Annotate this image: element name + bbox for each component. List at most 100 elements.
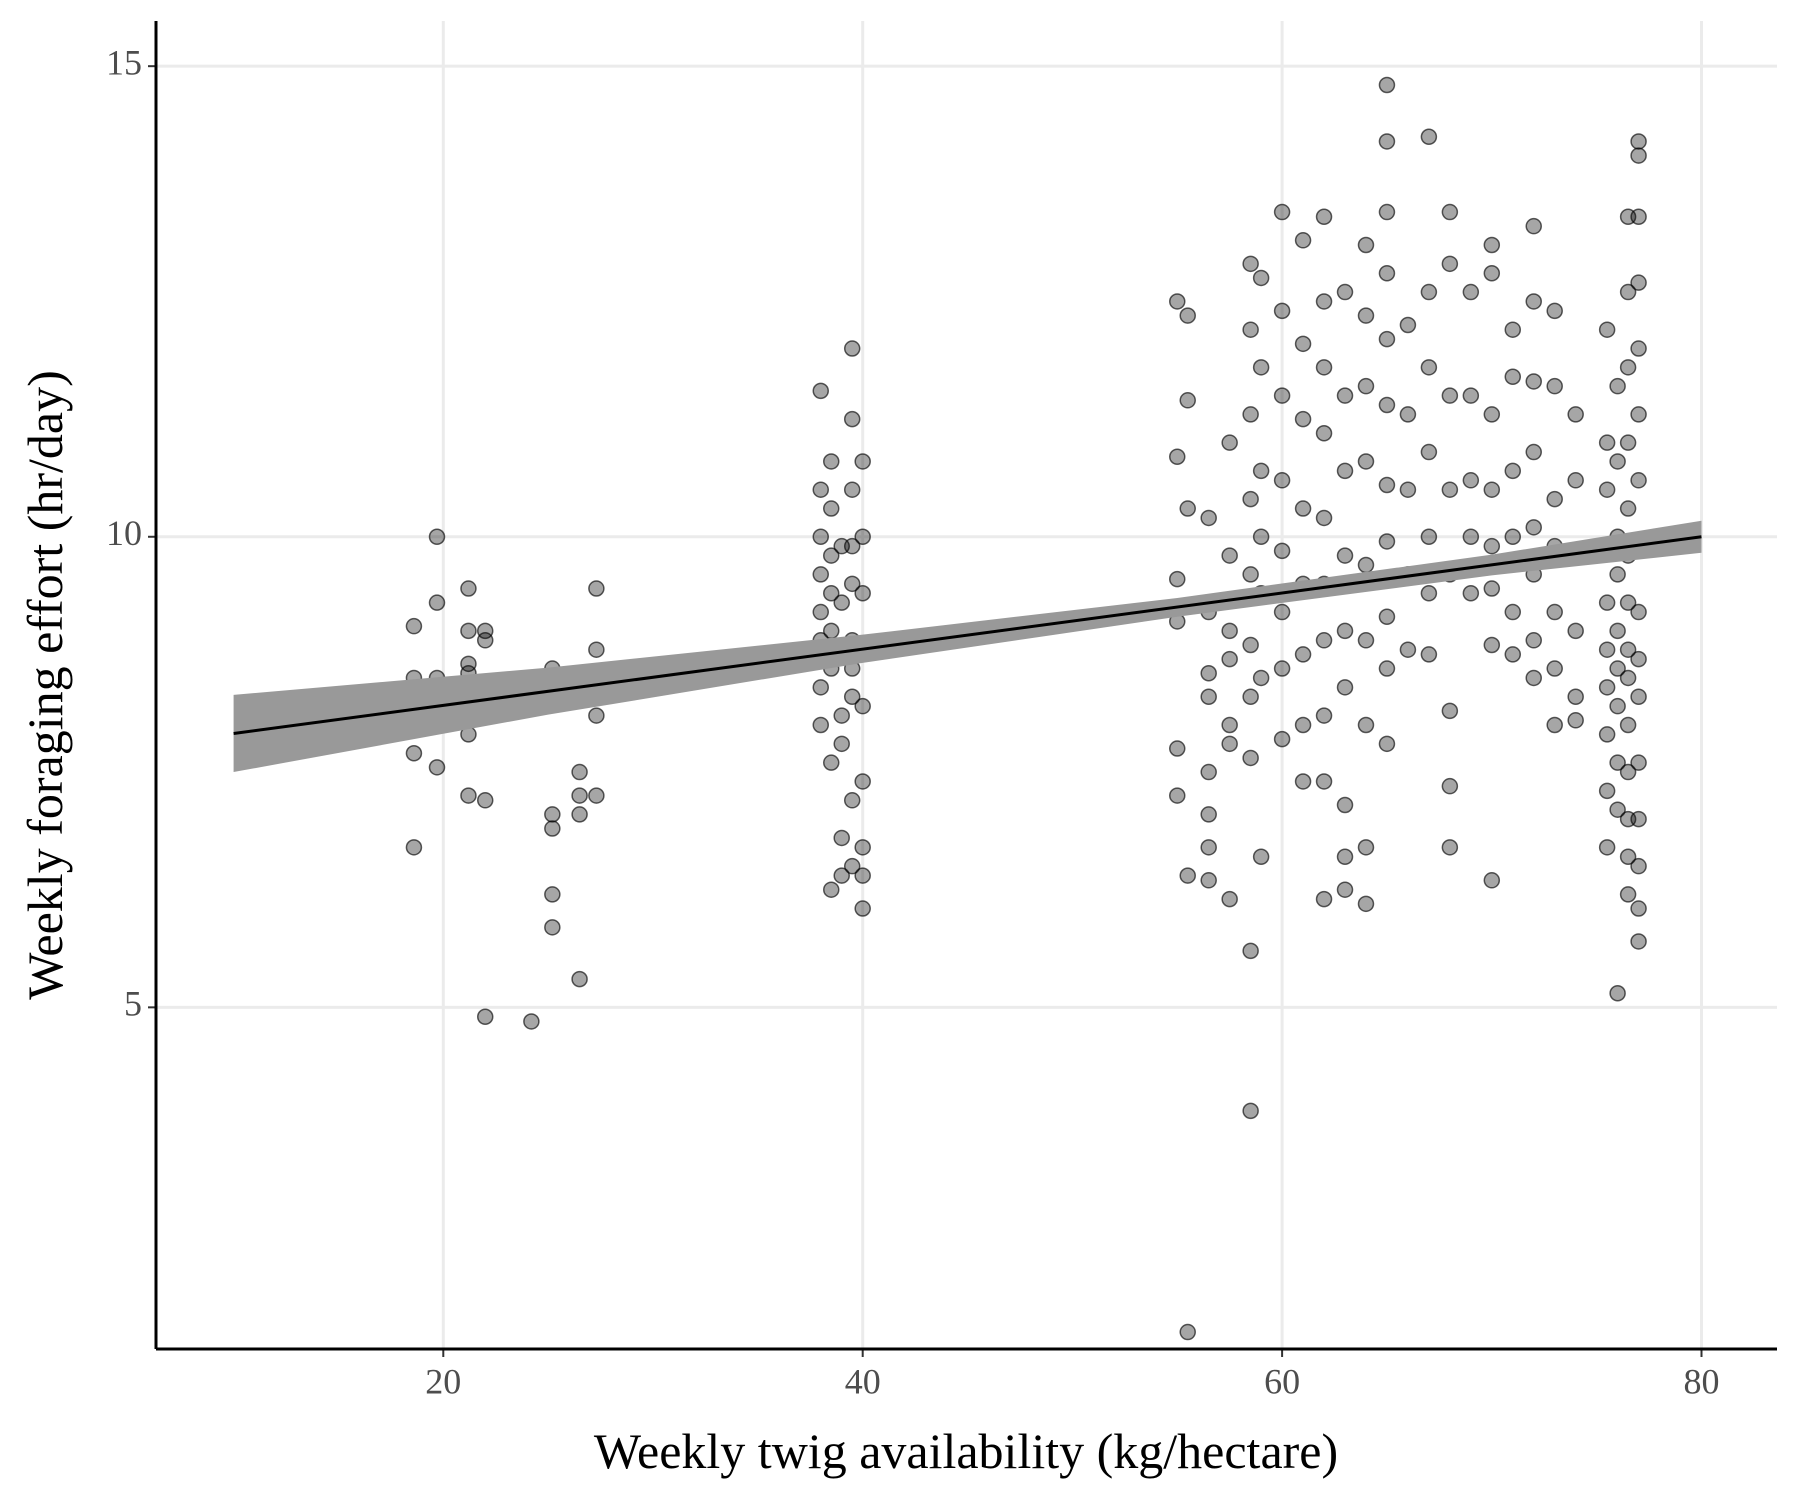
point [843, 792, 861, 809]
point [1378, 660, 1396, 677]
point [1357, 839, 1375, 856]
point [1357, 556, 1375, 574]
point [1525, 217, 1542, 235]
point [1221, 434, 1238, 451]
point [843, 481, 861, 498]
point [1630, 208, 1647, 226]
point [1200, 509, 1217, 527]
point [1609, 697, 1626, 715]
point [1546, 377, 1563, 395]
point [854, 839, 871, 856]
point [1609, 453, 1626, 470]
point [1441, 387, 1459, 404]
point [1273, 542, 1291, 560]
point [476, 1008, 494, 1026]
point [1483, 481, 1501, 498]
point [1525, 443, 1542, 461]
point [1336, 679, 1354, 696]
point [1619, 716, 1637, 734]
point [1242, 406, 1259, 423]
point [1441, 777, 1459, 795]
point [1378, 396, 1396, 414]
point [843, 340, 861, 357]
point [1242, 1102, 1259, 1120]
point [1336, 848, 1354, 866]
point [1525, 632, 1542, 649]
point [843, 857, 861, 875]
point [1619, 359, 1637, 376]
point [1242, 688, 1259, 706]
point [822, 500, 840, 517]
point [1609, 660, 1626, 677]
point [854, 867, 871, 884]
point [1221, 716, 1238, 734]
point [1619, 886, 1637, 903]
point [1179, 307, 1196, 324]
point [854, 773, 871, 790]
point [1294, 646, 1312, 663]
point [1169, 740, 1186, 757]
point [1315, 424, 1333, 442]
point [812, 716, 830, 734]
point [405, 744, 423, 762]
point [1483, 264, 1501, 282]
point [1619, 848, 1637, 866]
point [1294, 410, 1312, 428]
point [544, 886, 561, 903]
y-tick-label: 10 [106, 513, 142, 553]
point [1598, 321, 1616, 338]
point [1200, 872, 1217, 889]
point [1315, 707, 1333, 724]
point [428, 594, 446, 611]
point [1525, 373, 1542, 390]
point [1504, 646, 1522, 663]
point [1546, 603, 1563, 621]
point [1315, 208, 1333, 226]
point [1336, 547, 1354, 564]
point [854, 584, 871, 602]
point [1294, 773, 1312, 790]
point [812, 382, 830, 400]
point [1200, 839, 1217, 856]
point [1242, 490, 1259, 508]
point [843, 410, 861, 428]
point [1462, 584, 1480, 602]
point [1273, 730, 1291, 748]
point [1483, 636, 1501, 654]
point [822, 453, 840, 470]
point [544, 820, 561, 837]
point [1483, 236, 1501, 254]
point [1462, 472, 1480, 489]
point [1619, 283, 1637, 301]
point [1420, 283, 1438, 301]
point [1242, 942, 1259, 960]
point [1546, 716, 1563, 734]
point [1619, 594, 1637, 611]
point [1273, 203, 1291, 221]
point [1420, 128, 1438, 146]
point [1546, 302, 1563, 320]
point [1242, 636, 1259, 654]
point [854, 453, 871, 470]
point [405, 617, 423, 635]
point [1242, 321, 1259, 338]
point [822, 754, 840, 771]
point [1200, 763, 1217, 781]
point [1504, 368, 1522, 386]
point [1619, 500, 1637, 517]
point [1315, 293, 1333, 310]
point [1179, 392, 1196, 409]
point [1169, 787, 1186, 804]
y-tick-label: 5 [124, 984, 142, 1024]
point [1483, 872, 1501, 889]
point [1525, 519, 1542, 536]
point [476, 792, 494, 809]
point [1242, 749, 1259, 767]
point [833, 735, 850, 753]
x-tick-label: 60 [1264, 1361, 1300, 1401]
point [1630, 933, 1647, 950]
point [1221, 650, 1238, 668]
point [1598, 726, 1616, 743]
point [1609, 984, 1626, 1002]
point [1294, 232, 1312, 249]
